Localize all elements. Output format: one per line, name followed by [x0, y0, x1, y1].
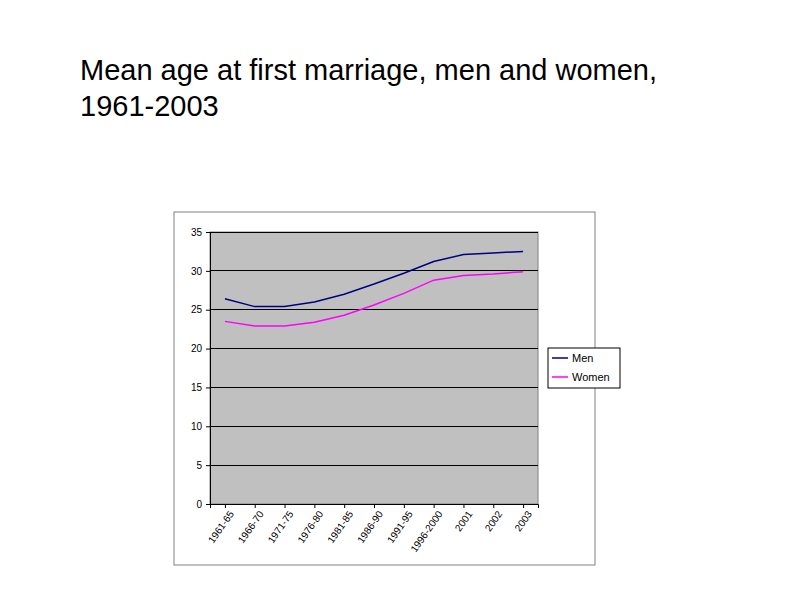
grid-line — [210, 465, 538, 466]
y-tick-label: 35 — [191, 227, 203, 238]
x-tick-label: 2003 — [512, 508, 534, 533]
grid-line — [210, 348, 538, 349]
x-tick: 1966-70 — [236, 504, 266, 545]
x-tick-label: 1981-85 — [325, 508, 355, 545]
y-tick: 15 — [191, 382, 210, 393]
x-tick-mark — [523, 504, 524, 508]
series-line — [225, 272, 523, 326]
x-axis: 1961-651966-701971-751976-801981-851986-… — [206, 504, 539, 554]
y-tick-label: 25 — [191, 304, 203, 315]
x-tick-mark — [285, 504, 286, 508]
x-tick: 2002 — [483, 504, 505, 533]
y-tick-label: 10 — [191, 421, 203, 432]
grid-line — [210, 270, 538, 271]
y-tick-mark — [206, 426, 210, 427]
x-tick: 1961-65 — [206, 504, 236, 545]
x-tick-mark — [434, 504, 435, 508]
x-tick: 1976-80 — [295, 504, 325, 545]
x-tick-label: 1976-80 — [295, 508, 325, 545]
x-tick: 1971-75 — [266, 504, 296, 545]
x-tick: 1991-95 — [385, 504, 415, 545]
x-tick-label: 2002 — [483, 508, 505, 533]
y-tick: 0 — [196, 499, 210, 510]
x-tick-mark — [344, 504, 345, 508]
title: Mean age at first marriage, men and wome… — [80, 52, 665, 124]
x-tick: 1996-2000 — [408, 504, 445, 554]
y-tick-mark — [206, 310, 210, 311]
x-tick: 2001 — [453, 504, 475, 533]
x-tick: 2003 — [512, 504, 534, 533]
x-tick-mark — [255, 504, 256, 508]
grid — [210, 232, 538, 504]
grid-line — [210, 426, 538, 427]
x-tick-mark — [225, 504, 226, 508]
legend-swatch — [552, 357, 568, 359]
x-axis-line — [211, 505, 539, 509]
legend-label: Men — [572, 352, 593, 364]
x-tick: 1981-85 — [325, 504, 355, 545]
x-tick-label: 1966-70 — [236, 508, 266, 545]
y-tick-mark — [206, 387, 210, 388]
x-tick-mark — [404, 504, 405, 508]
y-tick: 10 — [191, 421, 210, 432]
x-tick-label: 2001 — [453, 508, 475, 533]
chart-frame — [174, 212, 595, 565]
x-tick-label: 1991-95 — [385, 508, 415, 545]
x-tick-label: 1961-65 — [206, 508, 236, 545]
x-tick-mark — [374, 504, 375, 508]
series-lines — [225, 251, 523, 326]
x-tick-mark — [463, 504, 464, 508]
y-tick: 5 — [196, 460, 210, 471]
x-tick-mark — [314, 504, 315, 508]
legend-box — [548, 348, 620, 388]
y-tick-mark — [206, 504, 210, 505]
y-tick-mark — [206, 232, 210, 233]
grid-line — [210, 232, 538, 233]
legend-swatch — [552, 376, 568, 378]
y-tick-mark — [206, 349, 210, 350]
x-tick: 1986-90 — [355, 504, 385, 545]
legend-label: Women — [572, 371, 610, 383]
legend: Men Women — [548, 348, 620, 388]
x-tick-label: 1986-90 — [355, 508, 385, 545]
x-tick-label: 1971-75 — [266, 508, 296, 545]
grid-line — [210, 387, 538, 388]
plot-area — [210, 232, 538, 504]
y-tick: 35 — [191, 227, 210, 238]
y-tick-mark — [206, 465, 210, 466]
y-axis: 0 5 10 15 20 25 30 35 — [191, 227, 211, 510]
chart: 0 5 10 15 20 25 30 35 1961-651966-701971-751976-… — [0, 0, 800, 600]
y-tick-label: 15 — [191, 382, 203, 393]
y-tick-label: 5 — [196, 460, 202, 471]
y-tick: 30 — [191, 266, 210, 277]
y-tick: 25 — [191, 304, 210, 315]
y-tick-mark — [206, 271, 210, 272]
series-line — [225, 251, 523, 306]
x-tick-mark — [493, 504, 494, 508]
x-tick-label: 1996-2000 — [408, 508, 445, 554]
y-tick-label: 30 — [191, 266, 203, 277]
y-tick-label: 20 — [191, 343, 203, 354]
y-tick-label: 0 — [196, 499, 202, 510]
y-axis-line — [206, 233, 211, 505]
y-tick: 20 — [191, 343, 210, 354]
grid-line — [210, 309, 538, 310]
